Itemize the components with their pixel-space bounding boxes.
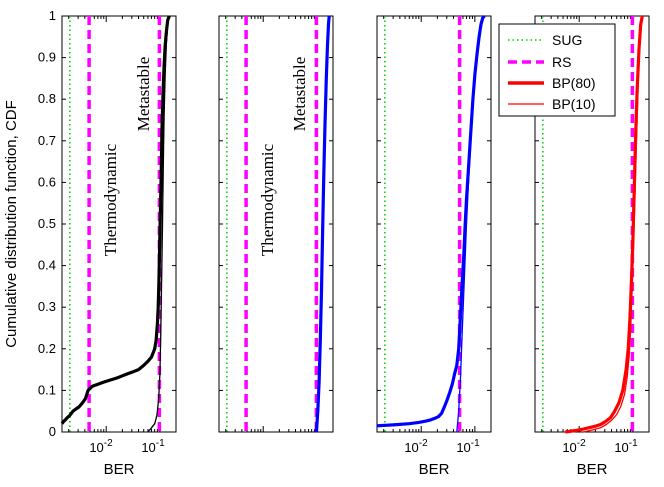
y-tick-label: 0.9	[38, 50, 56, 65]
bp10-curve-p1	[147, 15, 170, 433]
legend-label-bp10: BP(10)	[552, 96, 596, 112]
cdf-curves	[60, 15, 644, 434]
x-tick-label-p3-1e-1: 10-1	[456, 438, 480, 455]
annotation-metastable-p1: Metastable	[134, 57, 153, 132]
bp80-curve-p4	[565, 15, 644, 434]
bp80-curve-p1	[60, 15, 171, 425]
x-axis-label-panel-1: BER	[104, 461, 135, 478]
y-tick-label: 0.4	[38, 258, 56, 273]
y-tick-label: 0.7	[38, 133, 56, 148]
y-tick-label: 0.6	[38, 174, 56, 189]
y-tick-label: 0.1	[38, 382, 56, 397]
y-tick-label: 0.2	[38, 341, 56, 356]
y-ticks: 0 0.1 0.2 0.3 0.4 0.5 0.6 0.7 0.8 0.9 1	[38, 8, 649, 439]
legend: SUG RS BP(80) BP(10)	[498, 23, 616, 117]
y-axis-label: Cumulative distribution function, CDF	[3, 100, 20, 348]
x-tick-label-p1-1e-2: 10-2	[89, 438, 113, 455]
y-tick-label: 0	[49, 424, 56, 439]
x-axis-label-panel-3: BER	[419, 461, 450, 478]
annotation-thermodynamic-p2: Thermodynamic	[258, 143, 277, 256]
x-axis-label-panel-4: BER	[577, 461, 608, 478]
x-tick-label-p3-1e-2: 10-2	[404, 438, 428, 455]
x-tick-label-p1-1e-1: 10-1	[141, 438, 165, 455]
y-tick-label: 0.8	[38, 91, 56, 106]
annotation-metastable-p2: Metastable	[290, 57, 309, 132]
legend-label-rs: RS	[552, 54, 571, 70]
bp80-curve-p3	[376, 15, 486, 428]
bp10-curve-p3	[456, 15, 485, 433]
bp10-curve-p2	[316, 15, 331, 433]
y-tick-label: 0.3	[38, 299, 56, 314]
y-tick-label: 1	[49, 8, 56, 23]
legend-label-bp80: BP(80)	[552, 75, 596, 91]
legend-label-sug: SUG	[552, 32, 582, 48]
x-ticks	[68, 16, 650, 432]
y-tick-label: 0.5	[38, 216, 56, 231]
x-tick-label-p4-1e-2: 10-2	[562, 438, 586, 455]
x-tick-label-p4-1e-1: 10-1	[614, 438, 638, 455]
bp10-curve-p4	[583, 15, 644, 433]
reference-lines	[69, 16, 635, 432]
annotation-thermodynamic-p1: Thermodynamic	[101, 143, 120, 256]
